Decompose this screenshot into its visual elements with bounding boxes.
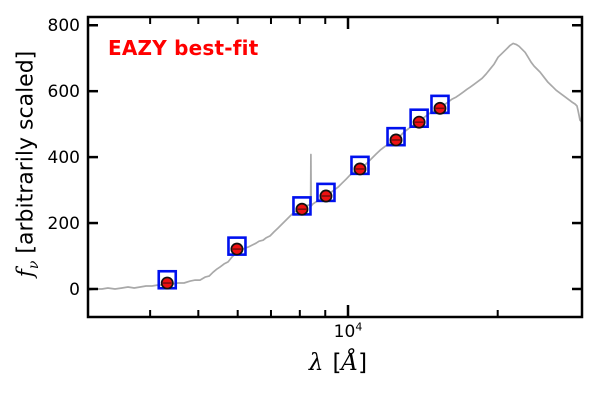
plot-frame — [86, 15, 584, 319]
annotation-text: EAZY best-fit — [108, 36, 259, 60]
x-tick-label-1e4: 104 — [333, 320, 363, 342]
xlabel-unit: Å — [341, 350, 359, 376]
xlabel-open-bracket: [ — [332, 350, 342, 376]
ylabel-symbol: f — [13, 269, 39, 278]
spectrum-line — [87, 42, 583, 291]
y-tick-label: 200 — [48, 214, 80, 234]
y-tick-label: 400 — [48, 148, 80, 168]
xlabel-symbol: λ — [308, 350, 324, 376]
ylabel-unit-text: [arbitrarily scaled] — [13, 50, 39, 254]
y-axis-label: fν [arbitrarily scaled] — [13, 50, 42, 278]
xtick-base: 10 — [333, 322, 356, 342]
x-axis-label: λ [Å] — [309, 350, 367, 376]
y-tick-label: 600 — [48, 82, 80, 102]
y-tick-label: 800 — [48, 16, 80, 36]
xlabel-close-bracket: ] — [358, 350, 368, 376]
xtick-exponent: 4 — [355, 320, 363, 334]
ylabel-subscript: ν — [25, 260, 42, 270]
y-tick-label: 0 — [69, 280, 80, 300]
